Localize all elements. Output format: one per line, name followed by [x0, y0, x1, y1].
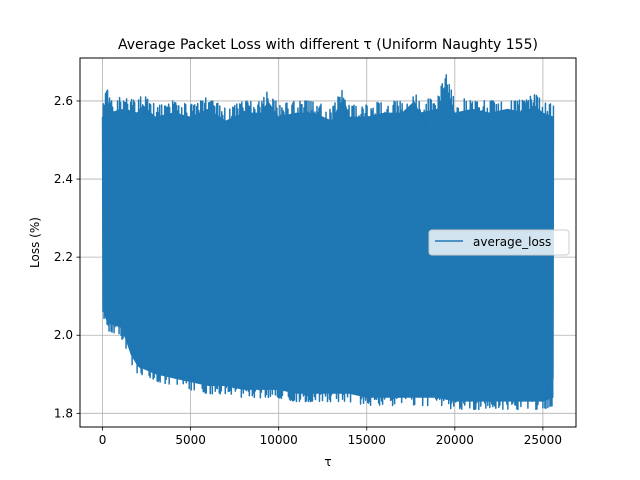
y-axis: 1.8 2.0 2.2 2.4 2.6 [54, 94, 80, 420]
series-layer [101, 74, 555, 411]
legend-box [428, 229, 570, 256]
x-tick-label: 0 [99, 433, 107, 447]
legend: average_loss [428, 229, 570, 256]
x-tick-label: 25000 [524, 433, 562, 447]
x-tick-label: 15000 [348, 433, 386, 447]
y-tick-label: 2.6 [54, 94, 73, 108]
y-tick-label: 2.4 [54, 172, 73, 186]
chart-title: Average Packet Loss with different τ (Un… [118, 37, 538, 53]
series-line-average-loss [101, 74, 555, 411]
y-tick-label: 1.8 [54, 406, 73, 420]
legend-label-average-loss: average_loss [473, 235, 551, 249]
y-tick-label: 2.2 [54, 250, 73, 264]
plot-frame [79, 57, 577, 428]
x-axis: 0 5000 10000 15000 20000 25000 [99, 427, 562, 447]
x-tick-label: 20000 [436, 433, 474, 447]
x-tick-label: 10000 [260, 433, 298, 447]
x-axis-label: τ [324, 455, 331, 469]
y-tick-label: 2.0 [54, 328, 73, 342]
y-axis-label: Loss (%) [28, 217, 42, 268]
x-tick-label: 5000 [175, 433, 206, 447]
